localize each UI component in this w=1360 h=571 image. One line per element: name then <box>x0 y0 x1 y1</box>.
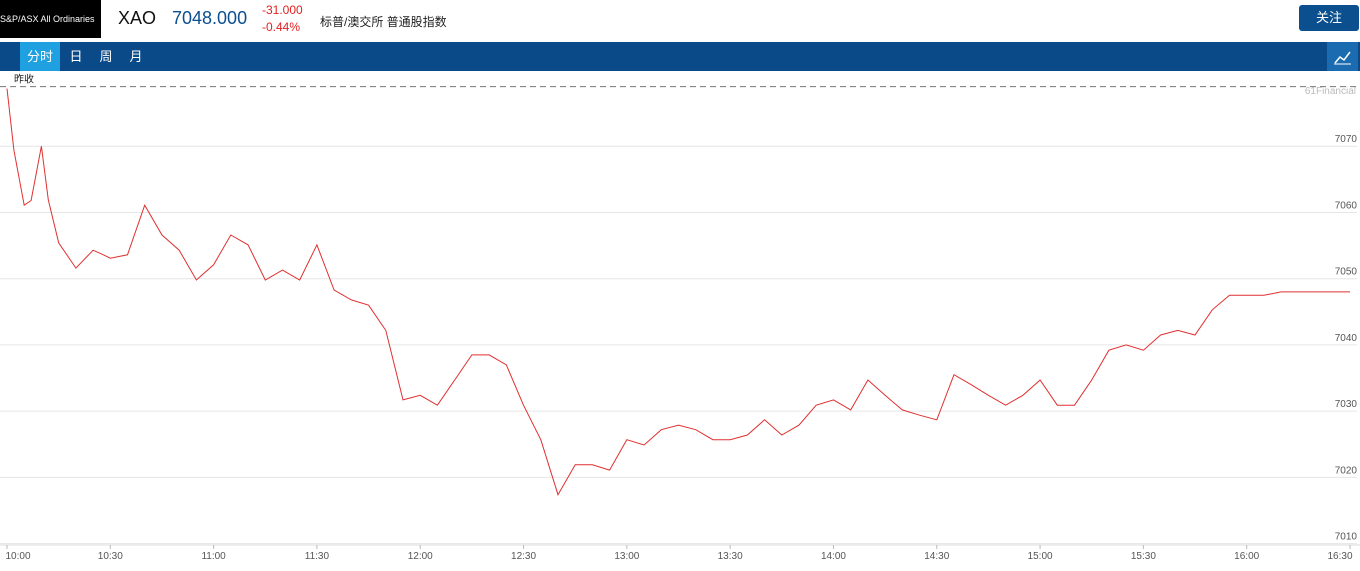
price: 7048.000 <box>172 8 248 28</box>
change: -31.000 <box>262 3 303 17</box>
change-pct: -0.44% <box>262 20 301 34</box>
y-tick-label: 7040 <box>1335 333 1358 344</box>
y-tick-label: 7030 <box>1335 399 1358 410</box>
follow-button[interactable]: 关注 <box>1299 5 1359 31</box>
tab[interactable]: 月 <box>129 49 143 64</box>
logo: S&P/ASX All Ordinaries <box>0 0 101 38</box>
x-tick-label: 13:30 <box>718 551 743 562</box>
x-tick-label: 11:30 <box>305 551 330 562</box>
x-tick-label: 15:30 <box>1131 551 1156 562</box>
y-tick-label: 7020 <box>1335 465 1358 476</box>
x-tick-label: 11:00 <box>201 551 226 562</box>
x-tick-label: 14:00 <box>821 551 846 562</box>
x-tick-label: 14:30 <box>924 551 949 562</box>
chart-icon <box>1334 51 1351 65</box>
x-tick-label: 16:30 <box>1327 551 1352 562</box>
x-tick-label: 12:00 <box>408 551 433 562</box>
tab[interactable]: 周 <box>99 49 113 64</box>
symbol: XAO <box>118 8 157 28</box>
tab[interactable]: 日 <box>69 49 83 64</box>
x-tick-label: 15:00 <box>1028 551 1053 562</box>
nav-bar: 分时 日 周 月 <box>0 42 1360 71</box>
watermark: 61Financial <box>1305 86 1356 97</box>
chart-toggle[interactable] <box>1327 42 1358 71</box>
y-tick-label: 7050 <box>1335 267 1358 278</box>
prev-close-label: 昨收 <box>14 73 34 86</box>
x-tick-label: 13:00 <box>614 551 639 562</box>
y-tick-label: 7010 <box>1335 532 1358 543</box>
y-tick-label: 7060 <box>1335 200 1358 211</box>
y-tick-label: 7070 <box>1335 134 1358 145</box>
x-tick-label: 12:30 <box>511 551 536 562</box>
header: S&P/ASX All Ordinaries XAO 7048.000 -31.… <box>0 0 1360 40</box>
price-line <box>6 88 1350 496</box>
x-tick-label: 16:00 <box>1234 551 1259 562</box>
index-name: 标普/澳交所 普通股指数 <box>320 15 447 29</box>
tab[interactable]: 分时 <box>20 42 60 71</box>
x-tick-label: 10:00 <box>5 551 30 562</box>
x-tick-label: 10:30 <box>98 551 123 562</box>
chart: 61Financial 7010 7020 7030 7040 7050 7060 7070… <box>0 73 1360 562</box>
